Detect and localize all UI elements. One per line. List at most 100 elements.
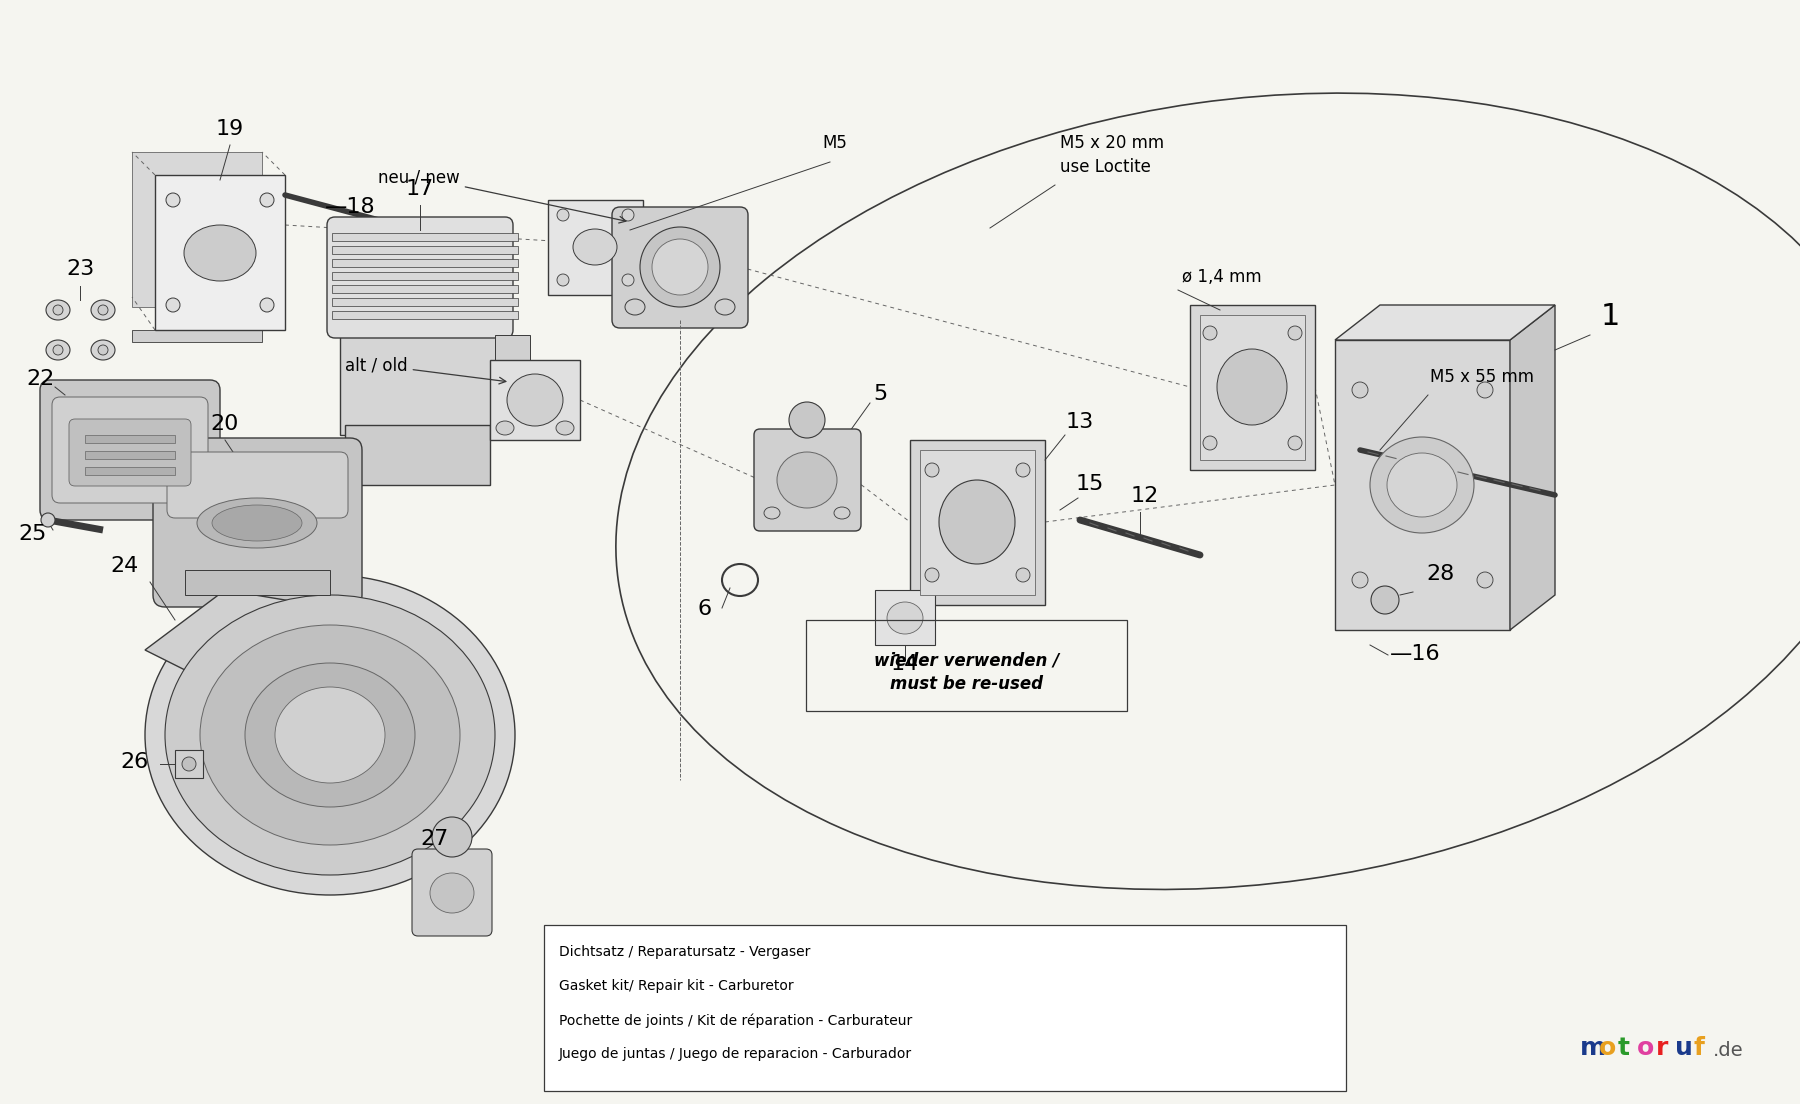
Circle shape: [259, 298, 274, 312]
Circle shape: [97, 344, 108, 355]
Text: —16: —16: [1390, 644, 1440, 664]
FancyBboxPatch shape: [412, 849, 491, 936]
Text: o: o: [1636, 1036, 1654, 1060]
Bar: [331, 298, 518, 306]
Ellipse shape: [508, 374, 563, 426]
Bar: [495, 335, 529, 390]
Bar: [1336, 340, 1510, 630]
Text: m: m: [1580, 1036, 1606, 1060]
Text: 13: 13: [1066, 412, 1094, 432]
Text: 20: 20: [211, 414, 239, 434]
Bar: [331, 285, 518, 293]
Circle shape: [925, 463, 940, 477]
Ellipse shape: [497, 421, 515, 435]
Polygon shape: [1336, 305, 1555, 340]
Text: Dichtsatz / Reparatursatz - Vergaser: Dichtsatz / Reparatursatz - Vergaser: [558, 945, 810, 959]
Ellipse shape: [146, 575, 515, 895]
Circle shape: [1202, 436, 1217, 450]
Text: 14: 14: [891, 654, 920, 675]
Text: must be re-used: must be re-used: [889, 675, 1042, 692]
Bar: [131, 330, 263, 342]
Circle shape: [1352, 382, 1368, 399]
Circle shape: [52, 305, 63, 315]
Ellipse shape: [641, 227, 720, 307]
FancyBboxPatch shape: [754, 429, 860, 531]
Text: Pochette de joints / Kit de réparation - Carburateur: Pochette de joints / Kit de réparation -…: [558, 1013, 913, 1028]
Bar: [340, 315, 500, 435]
Text: 6: 6: [698, 599, 713, 619]
Bar: [911, 440, 1046, 605]
Bar: [331, 311, 518, 319]
FancyBboxPatch shape: [167, 452, 347, 518]
FancyBboxPatch shape: [52, 397, 209, 503]
Text: M5 x 55 mm: M5 x 55 mm: [1429, 368, 1534, 386]
Bar: [331, 246, 518, 254]
Text: 24: 24: [112, 556, 139, 576]
Circle shape: [556, 274, 569, 286]
Ellipse shape: [275, 687, 385, 783]
Bar: [331, 259, 518, 267]
Bar: [175, 750, 203, 778]
Circle shape: [1289, 436, 1301, 450]
Circle shape: [1478, 382, 1492, 399]
Ellipse shape: [47, 300, 70, 320]
Text: Gasket kit/ Repair kit - Carburetor: Gasket kit/ Repair kit - Carburetor: [558, 979, 794, 994]
Bar: [185, 570, 329, 595]
FancyBboxPatch shape: [131, 152, 263, 307]
Circle shape: [623, 274, 634, 286]
Text: 23: 23: [67, 259, 94, 279]
Bar: [490, 360, 580, 440]
Circle shape: [1202, 326, 1217, 340]
Polygon shape: [1510, 305, 1555, 630]
Circle shape: [259, 193, 274, 208]
Circle shape: [432, 817, 472, 857]
Ellipse shape: [200, 625, 461, 845]
Bar: [331, 233, 518, 241]
Polygon shape: [146, 590, 365, 690]
Text: M5: M5: [823, 134, 846, 152]
Bar: [1190, 305, 1316, 470]
Ellipse shape: [47, 340, 70, 360]
Ellipse shape: [1388, 453, 1456, 517]
Circle shape: [182, 757, 196, 771]
FancyBboxPatch shape: [328, 217, 513, 338]
Bar: [85, 467, 175, 475]
Ellipse shape: [430, 873, 473, 913]
Ellipse shape: [556, 421, 574, 435]
Bar: [920, 450, 1035, 595]
Circle shape: [556, 209, 569, 221]
Text: 15: 15: [1076, 474, 1103, 493]
Ellipse shape: [778, 452, 837, 508]
FancyBboxPatch shape: [155, 176, 284, 330]
Ellipse shape: [92, 340, 115, 360]
Ellipse shape: [245, 664, 416, 807]
Text: wieder verwenden /: wieder verwenden /: [875, 651, 1058, 670]
Text: neu / new: neu / new: [378, 168, 626, 223]
Circle shape: [52, 344, 63, 355]
Bar: [1201, 315, 1305, 460]
Bar: [875, 590, 934, 645]
Ellipse shape: [212, 505, 302, 541]
Ellipse shape: [763, 507, 779, 519]
Circle shape: [623, 209, 634, 221]
Circle shape: [166, 298, 180, 312]
Text: 12: 12: [1130, 486, 1159, 506]
Text: 26: 26: [121, 752, 149, 772]
Circle shape: [1015, 567, 1030, 582]
Text: 28: 28: [1426, 564, 1454, 584]
Text: .de: .de: [1714, 1041, 1744, 1060]
Circle shape: [1289, 326, 1301, 340]
Circle shape: [788, 402, 824, 438]
Circle shape: [925, 567, 940, 582]
Text: 17: 17: [405, 179, 434, 199]
Circle shape: [1372, 586, 1399, 614]
FancyBboxPatch shape: [153, 438, 362, 607]
Circle shape: [166, 193, 180, 208]
Ellipse shape: [940, 480, 1015, 564]
Ellipse shape: [652, 238, 707, 295]
Bar: [85, 452, 175, 459]
Ellipse shape: [887, 602, 923, 634]
Bar: [544, 925, 1346, 1091]
Ellipse shape: [92, 300, 115, 320]
Text: o: o: [1598, 1036, 1616, 1060]
